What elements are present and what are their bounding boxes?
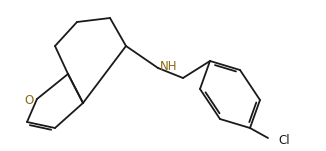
Text: NH: NH <box>160 59 177 72</box>
Text: O: O <box>24 93 34 106</box>
Text: Cl: Cl <box>278 133 289 146</box>
